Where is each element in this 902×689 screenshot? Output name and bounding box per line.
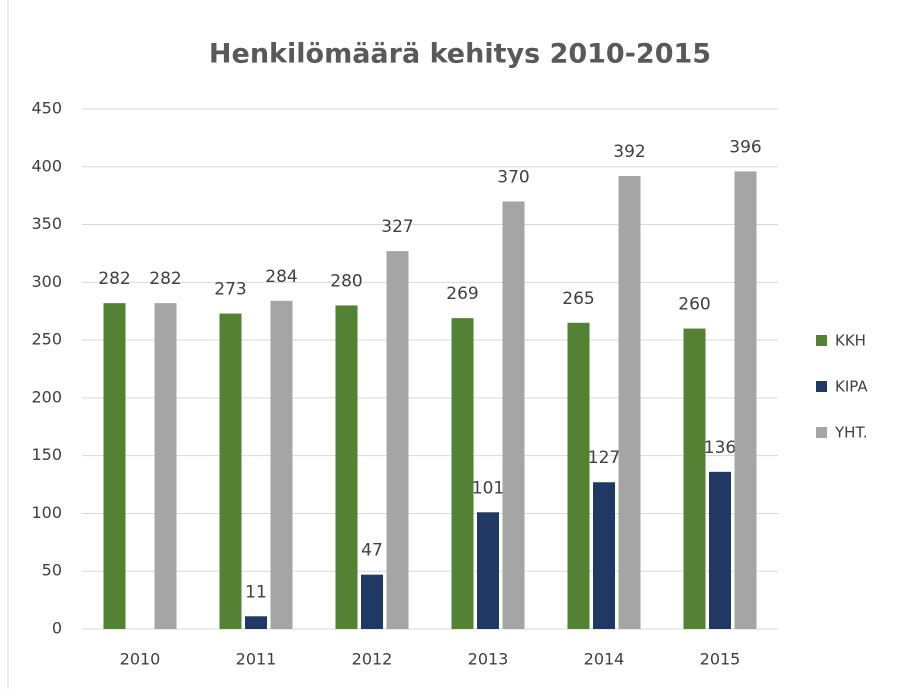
x-tick-label: 2012	[352, 650, 393, 669]
bar	[154, 303, 177, 629]
data-label: 273	[214, 280, 246, 300]
chart-title: Henkilömäärä kehitys 2010-2015	[209, 39, 711, 70]
data-label: 136	[704, 438, 736, 458]
data-label: 370	[497, 167, 529, 187]
y-tick-label: 400	[31, 156, 62, 175]
x-tick-label: 2015	[700, 650, 741, 669]
data-label: 127	[588, 448, 620, 468]
y-tick-label: 300	[31, 272, 62, 291]
x-tick-label: 2010	[120, 650, 161, 669]
x-tick-label: 2011	[236, 650, 277, 669]
y-tick-label: 100	[31, 503, 62, 522]
bar	[618, 176, 641, 629]
data-label: 11	[245, 582, 267, 602]
data-label: 327	[381, 217, 413, 237]
legend-label: KKH	[835, 332, 866, 350]
data-label: 280	[330, 271, 362, 291]
x-tick-label: 2013	[468, 650, 509, 669]
data-label: 47	[361, 541, 383, 561]
data-label: 284	[265, 267, 297, 287]
bar	[734, 171, 757, 629]
bar	[335, 305, 358, 629]
data-label: 101	[472, 478, 504, 498]
y-tick-label: 200	[31, 387, 62, 406]
y-tick-label: 50	[42, 561, 62, 580]
bar	[361, 574, 383, 629]
bar	[683, 328, 706, 629]
legend-swatch	[816, 335, 827, 346]
data-label: 265	[562, 289, 594, 309]
y-tick-label: 0	[52, 619, 62, 638]
data-label: 260	[678, 295, 710, 315]
data-label: 269	[446, 284, 478, 304]
bar	[451, 318, 474, 629]
bar	[567, 322, 590, 629]
bar	[386, 251, 409, 629]
data-label: 282	[98, 269, 130, 289]
data-label: 396	[729, 137, 761, 157]
y-tick-label: 150	[31, 445, 62, 464]
bar	[245, 616, 267, 629]
bar	[270, 300, 293, 629]
bar	[709, 471, 731, 629]
legend-label: KIPA	[835, 378, 868, 396]
legend-swatch	[816, 427, 827, 438]
bar	[219, 313, 242, 629]
legend-label: YHT.	[834, 424, 868, 442]
y-tick-label: 350	[31, 214, 62, 233]
bar	[502, 201, 525, 629]
x-tick-label: 2014	[584, 650, 625, 669]
bar	[103, 303, 126, 629]
bar	[477, 512, 499, 629]
legend-swatch	[816, 381, 827, 392]
data-label: 282	[149, 269, 181, 289]
y-tick-label: 450	[31, 99, 62, 118]
data-label: 392	[613, 142, 645, 162]
bar	[593, 482, 615, 629]
y-tick-label: 250	[31, 330, 62, 349]
